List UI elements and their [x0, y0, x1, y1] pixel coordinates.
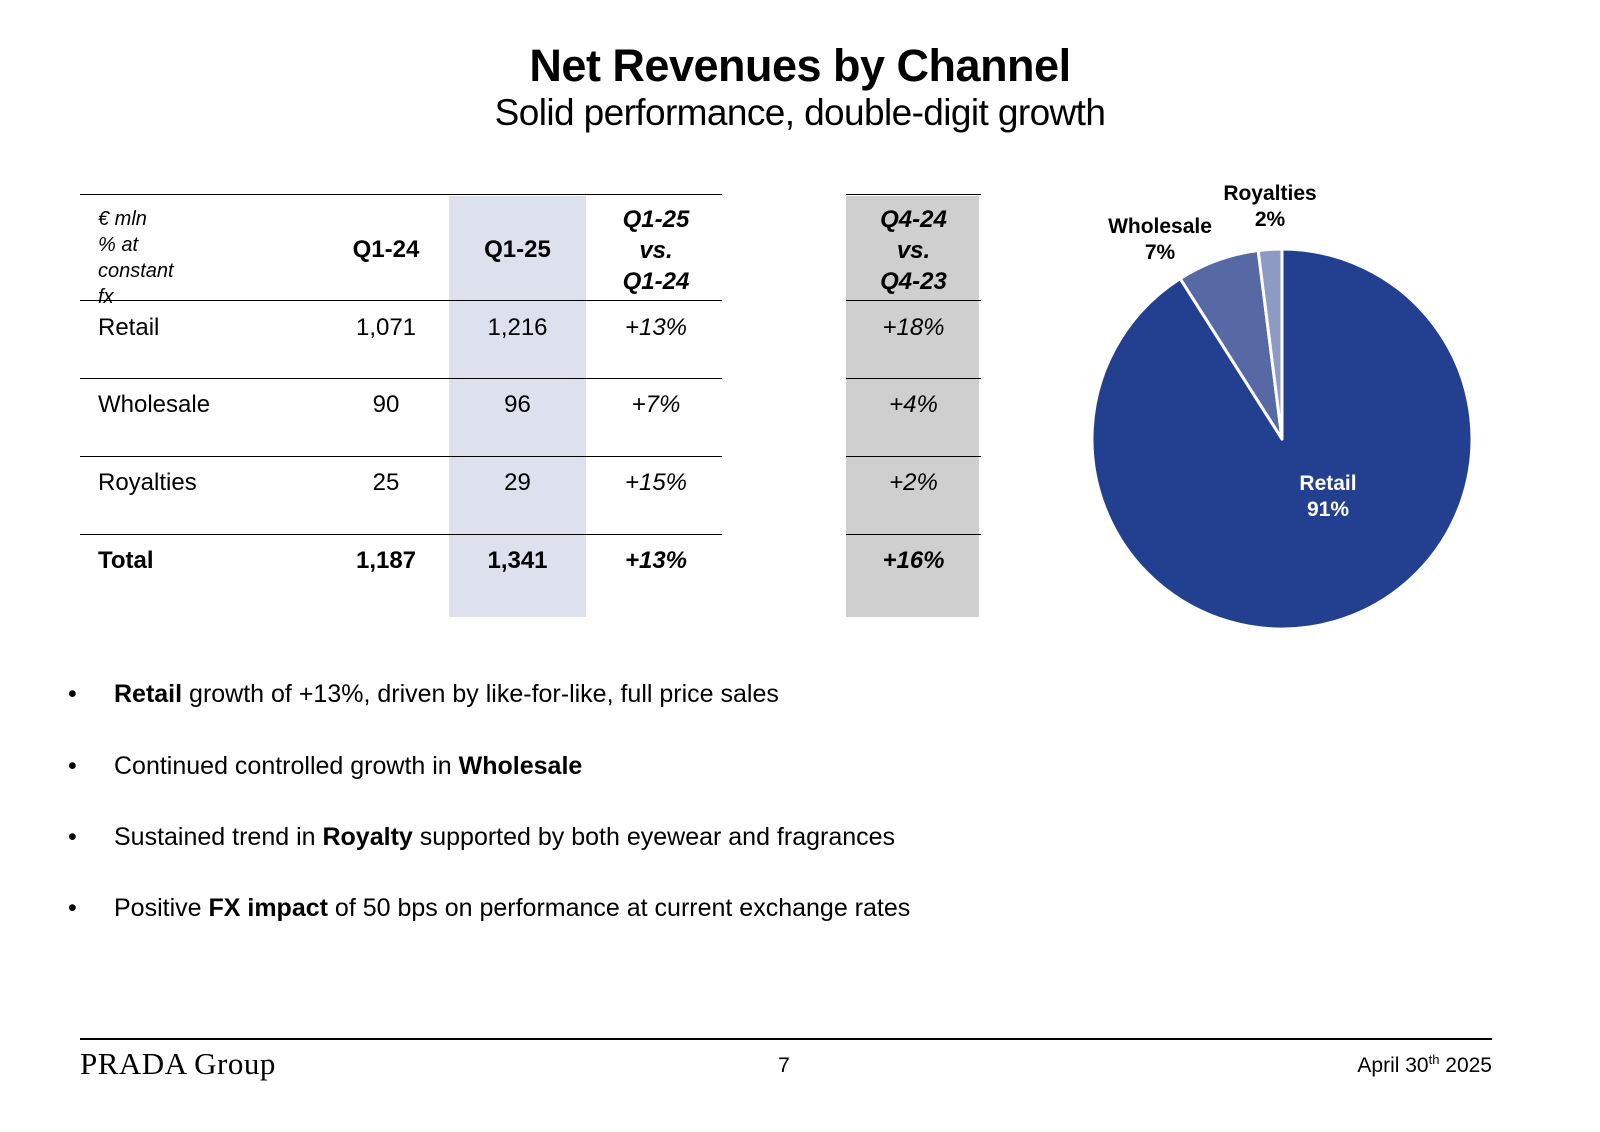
cell-total-q4: +16%: [882, 547, 945, 574]
bullet-text: Sustained trend in Royalty supported by …: [114, 823, 895, 852]
q4-header-rule: [846, 300, 981, 301]
row-label-retail: Retail: [98, 314, 160, 341]
bullet-text-post: of 50 bps on performance at current exch…: [327, 894, 911, 922]
pie-slice-royalties: [1256, 247, 1284, 441]
bullet-text-pre: Positive: [114, 894, 209, 922]
cell-retail-q4: +18%: [882, 314, 945, 341]
bullet-text-pre: Sustained trend in: [114, 823, 323, 851]
date-text: April 30: [1357, 1054, 1429, 1077]
page-subtitle: Solid performance, double-digit growth: [494, 92, 1106, 133]
row-label-royalties: Royalties: [98, 469, 197, 496]
cell-wholesale-q1-25: 96: [504, 391, 531, 418]
bullet-text-post: growth of +13%, driven by like-for-like,…: [182, 680, 779, 708]
cell-royalties-q1-24: 25: [372, 469, 400, 496]
cell-royalties-q1-25: 29: [504, 469, 531, 496]
bullet-dot: •: [68, 823, 77, 851]
page-number: 7: [778, 1054, 790, 1077]
header-q4: Q4-24 vs. Q4-23: [846, 204, 981, 297]
bullet-text-pre: Continued controlled growth in: [114, 752, 459, 780]
header-yoy: Q1-25 vs. Q1-24: [586, 204, 726, 297]
pie-label-royalties-name: Royalties: [1223, 182, 1316, 205]
pie-label-retail-name: Retail: [1299, 472, 1356, 495]
cell-retail-q1-25: 1,216: [487, 314, 548, 341]
bullet-text-bold: FX impact: [208, 894, 328, 922]
unit-label: € mln % at constant fx: [98, 206, 174, 310]
presentation-date: April 30th 2025: [1357, 1052, 1492, 1078]
pie-label-royalties-value: 2%: [1255, 208, 1286, 231]
footer-rule: [80, 1038, 1492, 1040]
header-q4-line-2: vs.: [896, 237, 931, 264]
channel-mix-pie-chart: Retail 91% Wholesale 7% Royalties 2%: [1090, 182, 1474, 631]
q4-column-shade: [846, 196, 979, 617]
header-yoy-line-2: vs.: [639, 237, 673, 264]
header-q4-line-3: Q4-23: [880, 268, 947, 295]
bullet-text-bold: Retail: [114, 680, 183, 708]
row-rule-2: [80, 456, 722, 457]
q1-25-column-shade: [449, 196, 586, 617]
header-rule: [80, 300, 722, 301]
cell-total-q1-25: 1,341: [487, 547, 548, 574]
bullet-dot: •: [68, 752, 77, 780]
cell-royalties-yoy: +15%: [624, 469, 688, 496]
q4-row-rule-1: [846, 378, 981, 379]
unit-line-2: % at constant fx: [98, 234, 174, 308]
pie-label-wholesale-value: 7%: [1145, 241, 1176, 264]
header-q1-25: Q1-25: [484, 236, 551, 263]
header-q4-line-1: Q4-24: [880, 206, 947, 233]
q4-row-rule-2: [846, 456, 981, 457]
cell-wholesale-yoy: +7%: [631, 391, 681, 418]
row-label-wholesale: Wholesale: [98, 391, 211, 418]
cell-retail-q1-24: 1,071: [355, 314, 417, 341]
header-yoy-line-3: Q1-24: [622, 268, 690, 295]
unit-line-1: € mln: [98, 208, 147, 230]
row-label-total: Total: [98, 547, 154, 574]
bullet-text: Retail growth of +13%, driven by like-fo…: [114, 680, 779, 709]
q4-top-rule: [846, 194, 981, 195]
q4-row-rule-3: [846, 534, 981, 535]
bullet-text: Positive FX impact of 50 bps on performa…: [114, 894, 910, 923]
row-rule-1: [80, 378, 722, 379]
bullet-dot: •: [68, 680, 77, 708]
brand-logo: PRADA Group: [80, 1046, 276, 1081]
bullet-text-bold: Royalty: [322, 823, 413, 851]
pie-label-retail-value: 91%: [1307, 498, 1349, 521]
cell-total-q1-24: 1,187: [355, 547, 417, 574]
cell-royalties-q4: +2%: [889, 469, 938, 496]
bullet-text-bold: Wholesale: [458, 752, 583, 780]
date-suffix: th: [1428, 1052, 1440, 1067]
bullet-text-post: supported by both eyewear and fragrances: [412, 823, 896, 851]
cell-total-yoy: +13%: [624, 547, 688, 574]
cell-wholesale-q1-24: 90: [372, 391, 400, 418]
page-title: Net Revenues by Channel: [529, 40, 1071, 91]
cell-wholesale-q4: +4%: [889, 391, 938, 418]
header-yoy-line-1: Q1-25: [622, 206, 690, 233]
pie-label-wholesale-name: Wholesale: [1108, 215, 1212, 238]
row-rule-3: [80, 534, 722, 535]
table-top-rule: [80, 194, 722, 195]
date-year: 2025: [1439, 1054, 1492, 1077]
cell-retail-yoy: +13%: [624, 314, 688, 341]
bullet-text: Continued controlled growth in Wholesale: [114, 752, 582, 781]
bullet-dot: •: [68, 894, 77, 922]
header-q1-24: Q1-24: [352, 236, 420, 263]
